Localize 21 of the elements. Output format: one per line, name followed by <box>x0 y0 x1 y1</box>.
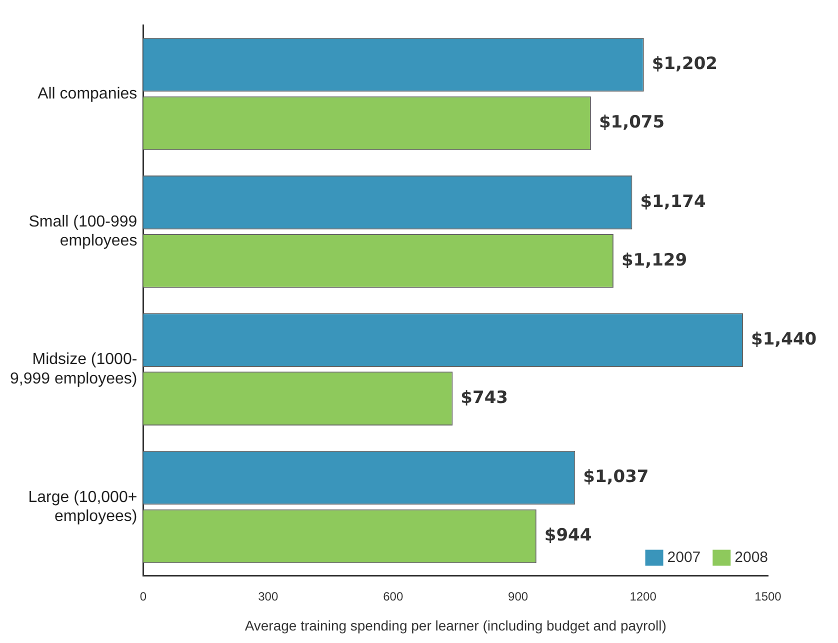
x-tick-label: 1200 <box>630 589 657 604</box>
data-label: $743 <box>460 388 508 408</box>
x-tick-label: 1500 <box>754 589 782 604</box>
data-label: $944 <box>544 526 592 546</box>
data-label: $1,129 <box>621 250 688 270</box>
x-tick-label: 600 <box>383 589 404 604</box>
legend-label: 2007 <box>667 548 701 566</box>
x-tick-label: 0 <box>140 589 147 604</box>
y-tick-label: Midsize (1000- 9,999 employees) <box>10 351 138 388</box>
y-tick-label: All companies <box>38 85 138 102</box>
data-label: $1,202 <box>652 54 718 74</box>
x-axis-title: Average training spending per learner (including budget and payroll) <box>244 617 666 634</box>
data-label: $1,440 <box>751 329 817 350</box>
data-label: $1,075 <box>598 112 665 133</box>
data-label: $1,174 <box>640 192 706 212</box>
x-tick-label: 300 <box>258 589 278 604</box>
y-tick-label: Small (100-999 employees <box>28 213 138 250</box>
y-tick-label: Large (10,000+ employees) <box>28 488 138 525</box>
x-tick-label: 900 <box>508 589 528 604</box>
data-label: $1,037 <box>583 467 649 488</box>
legend-label: 2008 <box>734 548 768 566</box>
